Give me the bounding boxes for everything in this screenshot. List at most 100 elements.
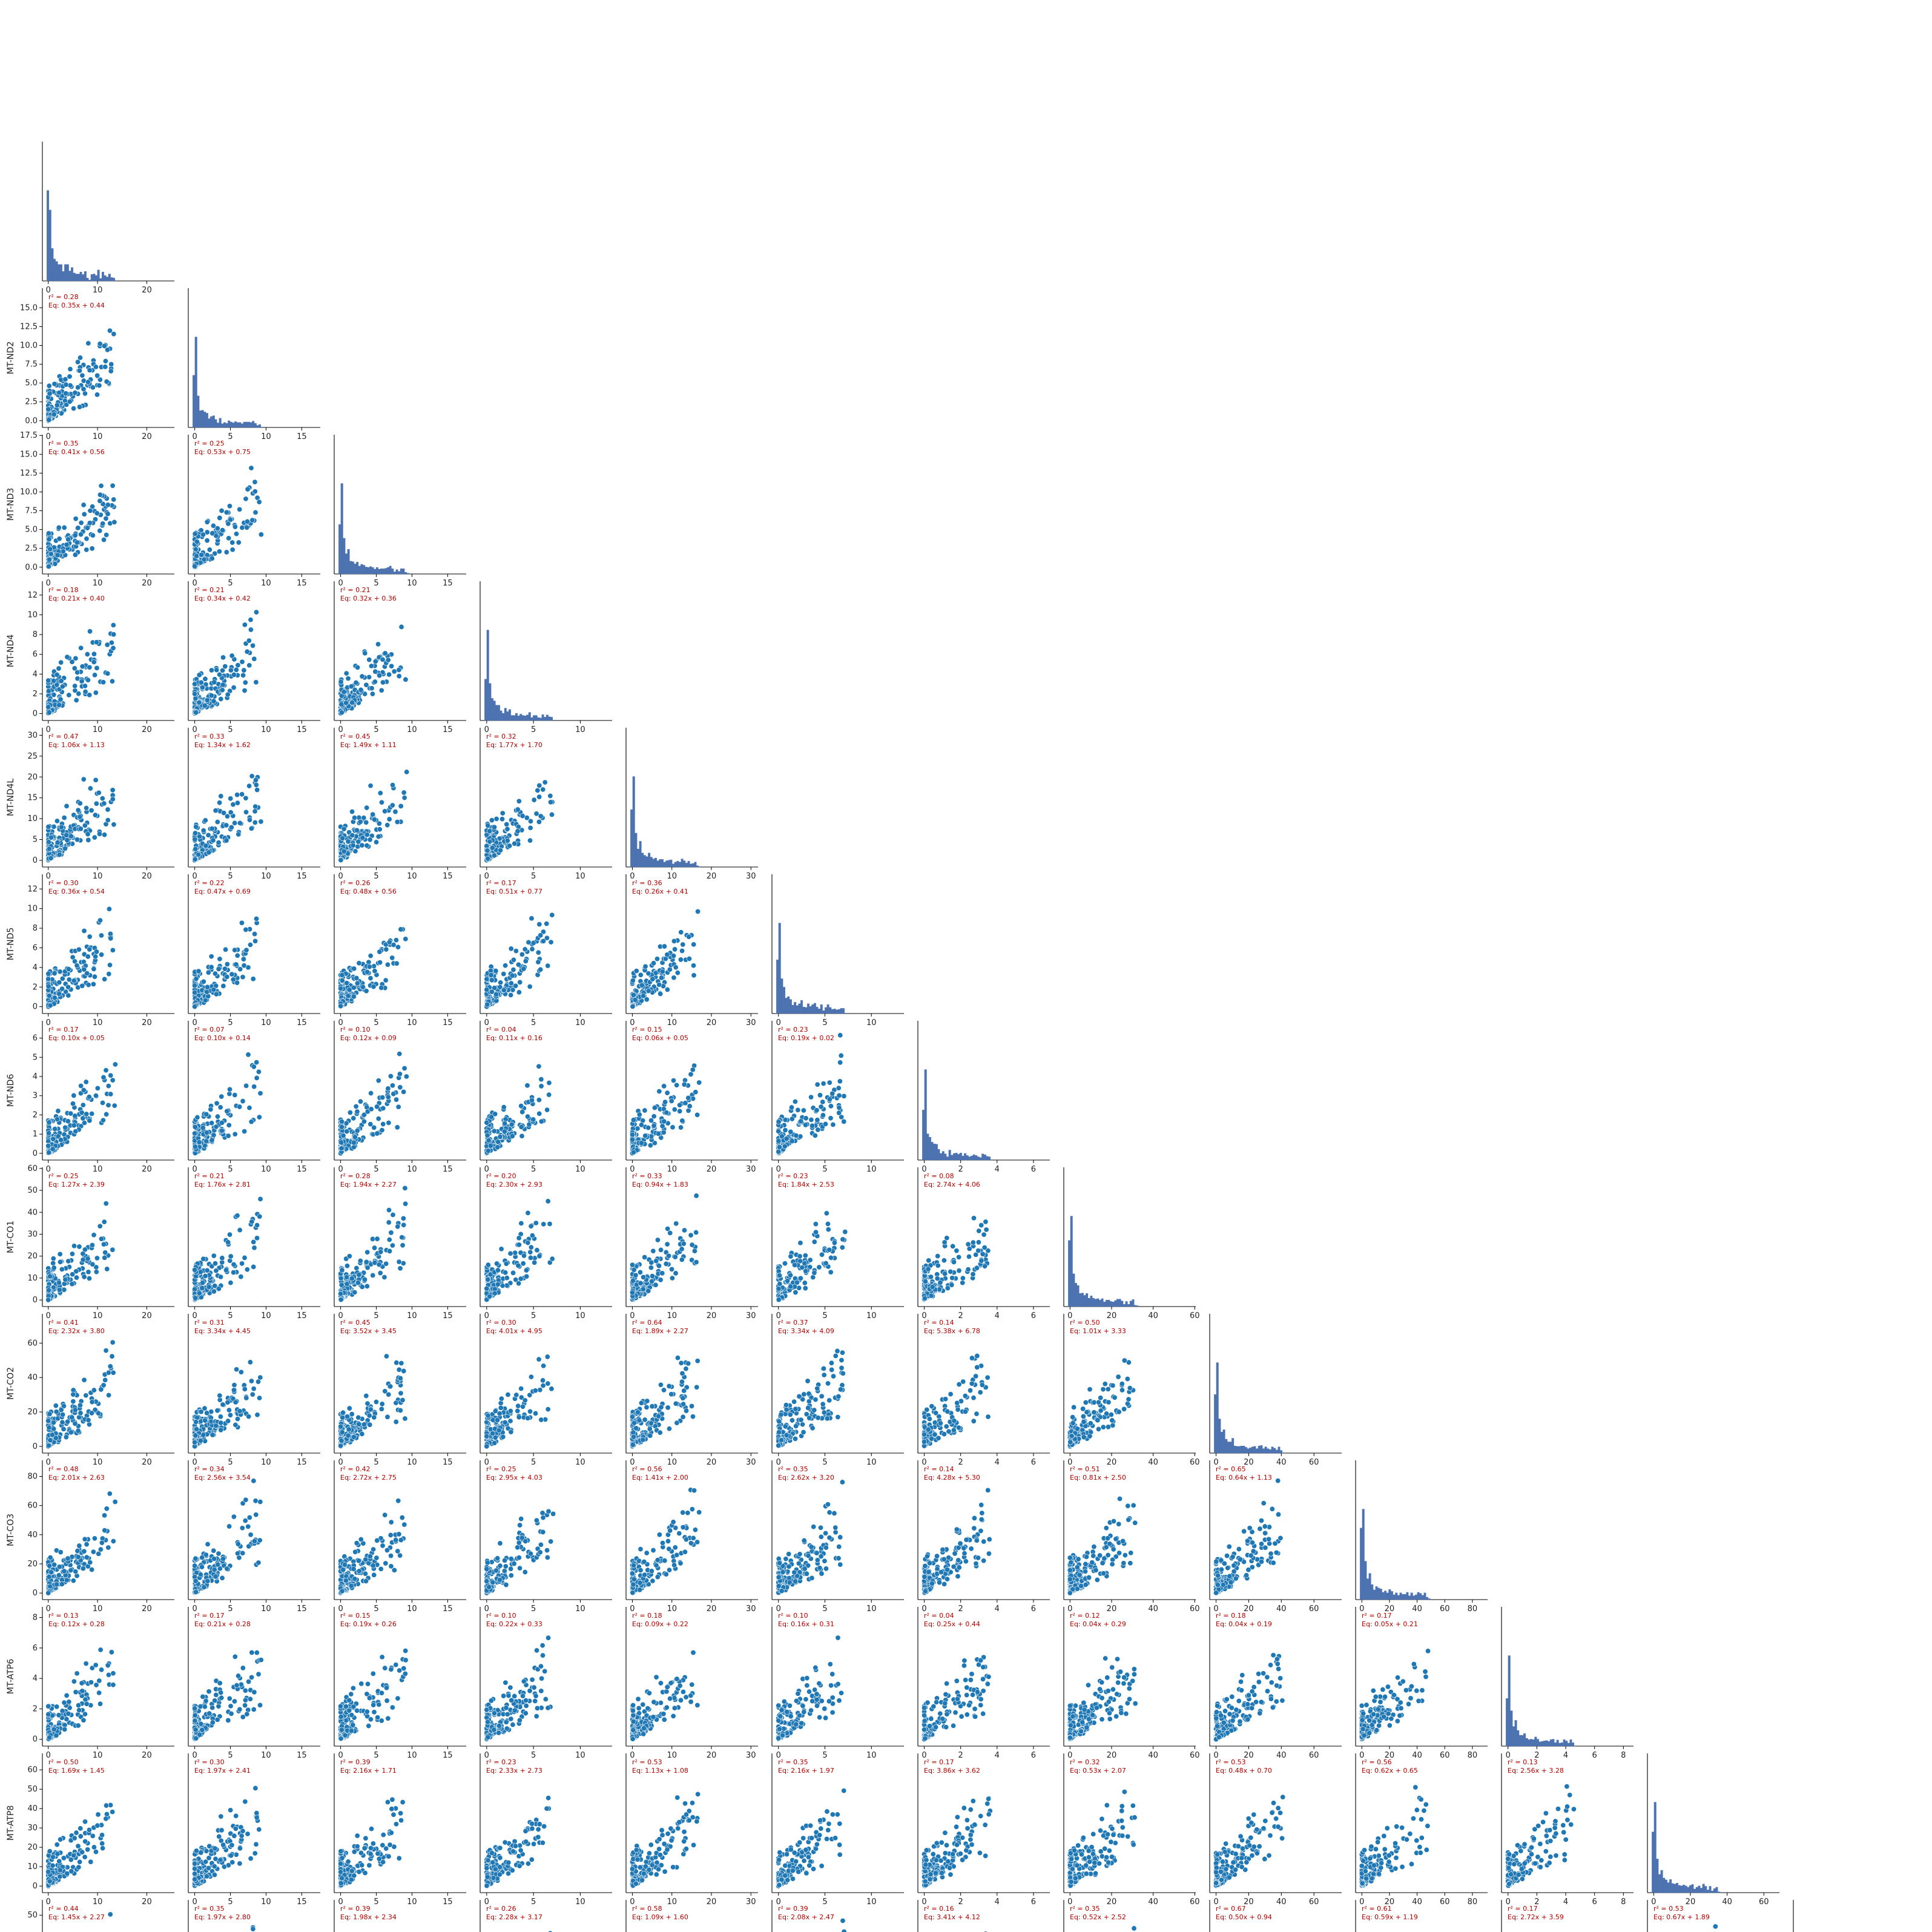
histogram-bar — [519, 714, 523, 721]
histogram-bar — [55, 261, 58, 282]
histogram-bar — [232, 423, 235, 428]
scatter-point — [48, 551, 54, 557]
x-tick-label: 5 — [374, 725, 378, 734]
scatter-point — [240, 974, 246, 980]
scatter-point — [383, 977, 389, 983]
scatter-point — [101, 1219, 107, 1225]
histogram-bar — [404, 572, 407, 575]
scatter-point — [227, 1086, 233, 1092]
scatter-point — [686, 956, 692, 962]
scatter-point — [239, 659, 245, 665]
y-tick-label: 0 — [33, 1003, 38, 1012]
y-tick-label: 10.0 — [20, 341, 38, 350]
scatter-point — [93, 949, 99, 955]
scatter-point — [192, 983, 198, 989]
scatter-point — [495, 1144, 501, 1150]
scatter-point — [522, 946, 528, 952]
y-tick-label: 25 — [27, 752, 38, 761]
scatter-point — [61, 1287, 67, 1293]
scatter-point — [232, 524, 238, 530]
scatter-point — [246, 783, 252, 789]
scatter-point — [217, 671, 223, 678]
y-tick-label: 15 — [27, 794, 38, 803]
histogram-bar — [400, 569, 403, 575]
scatter-point — [193, 824, 199, 830]
histogram-bar — [387, 567, 389, 575]
scatter-point — [253, 782, 259, 788]
scatter-point — [91, 651, 97, 657]
scatter-point — [193, 710, 199, 716]
scatter-point — [231, 685, 237, 691]
scatter-point — [46, 383, 52, 389]
scatter-point — [248, 465, 254, 471]
scatter-point — [81, 966, 87, 972]
scatter-point — [372, 1245, 378, 1251]
scatter-point — [776, 1149, 782, 1155]
histogram-bar — [635, 832, 638, 868]
scatter-point — [379, 1127, 385, 1133]
equation-label: Eq: 0.41x + 0.56 — [48, 448, 105, 456]
x-tick-label: 10 — [93, 725, 103, 734]
scatter-point — [376, 820, 382, 826]
scatter-point — [241, 667, 247, 673]
scatter-point — [371, 1124, 377, 1130]
scatter-point — [220, 983, 226, 989]
y-tick-label: 6 — [33, 650, 38, 659]
scatter-point — [93, 777, 99, 783]
scatter-point — [111, 331, 117, 337]
scatter-point — [97, 528, 103, 534]
scatter-point — [65, 1118, 71, 1124]
scatter-point — [401, 1222, 407, 1228]
scatter-point — [394, 1124, 400, 1130]
scatter-point — [390, 1212, 396, 1218]
histogram-bar — [406, 573, 409, 575]
scatter-point — [242, 688, 248, 694]
scatter-point — [670, 1078, 676, 1084]
x-tick-label: 5 — [531, 872, 536, 881]
scatter-point — [56, 1280, 62, 1286]
scatter-point — [213, 808, 219, 814]
scatter-point — [344, 1281, 350, 1287]
scatter-point — [372, 658, 378, 664]
scatter-point — [203, 843, 209, 849]
scatter-point — [239, 920, 245, 926]
scatter-point — [248, 825, 254, 831]
scatter-point — [219, 1093, 225, 1100]
scatter-point — [51, 411, 57, 417]
scatter-point — [235, 662, 241, 668]
scatter-point — [508, 980, 514, 986]
scatter-point — [678, 957, 684, 963]
y-axis-title: MT-ND6 — [6, 1074, 16, 1107]
x-tick-label: 5 — [228, 725, 232, 734]
scatter-point — [209, 1120, 215, 1126]
scatter-point — [246, 662, 252, 668]
scatter-point — [251, 1084, 257, 1090]
scatter-point — [252, 479, 258, 485]
scatter-point — [837, 1060, 843, 1066]
scatter-point — [397, 1084, 403, 1090]
scatter-point — [368, 953, 374, 959]
scatter-point — [526, 939, 532, 945]
equation-label: Eq: 1.27x + 2.39 — [48, 1181, 105, 1189]
scatter-point — [795, 1107, 801, 1113]
scatter-point — [548, 799, 554, 805]
x-tick-label: 20 — [142, 725, 152, 734]
scatter-point — [214, 1100, 220, 1106]
scatter-point — [78, 532, 84, 538]
scatter-point — [370, 1236, 376, 1242]
scatter-point — [204, 1130, 210, 1136]
r-squared-label: r² = 0.10 — [340, 1026, 371, 1034]
scatter-point — [354, 827, 360, 833]
histogram-bar — [550, 717, 553, 721]
scatter-point — [383, 946, 389, 952]
scatter-point — [382, 808, 388, 814]
histogram-bar — [90, 274, 93, 282]
scatter-point — [237, 1104, 243, 1110]
x-tick-label: 15 — [443, 725, 453, 734]
scatter-point — [361, 815, 367, 821]
histogram-bar — [354, 564, 357, 575]
scatter-point — [651, 1113, 657, 1119]
y-tick-label: 40 — [27, 1208, 38, 1217]
